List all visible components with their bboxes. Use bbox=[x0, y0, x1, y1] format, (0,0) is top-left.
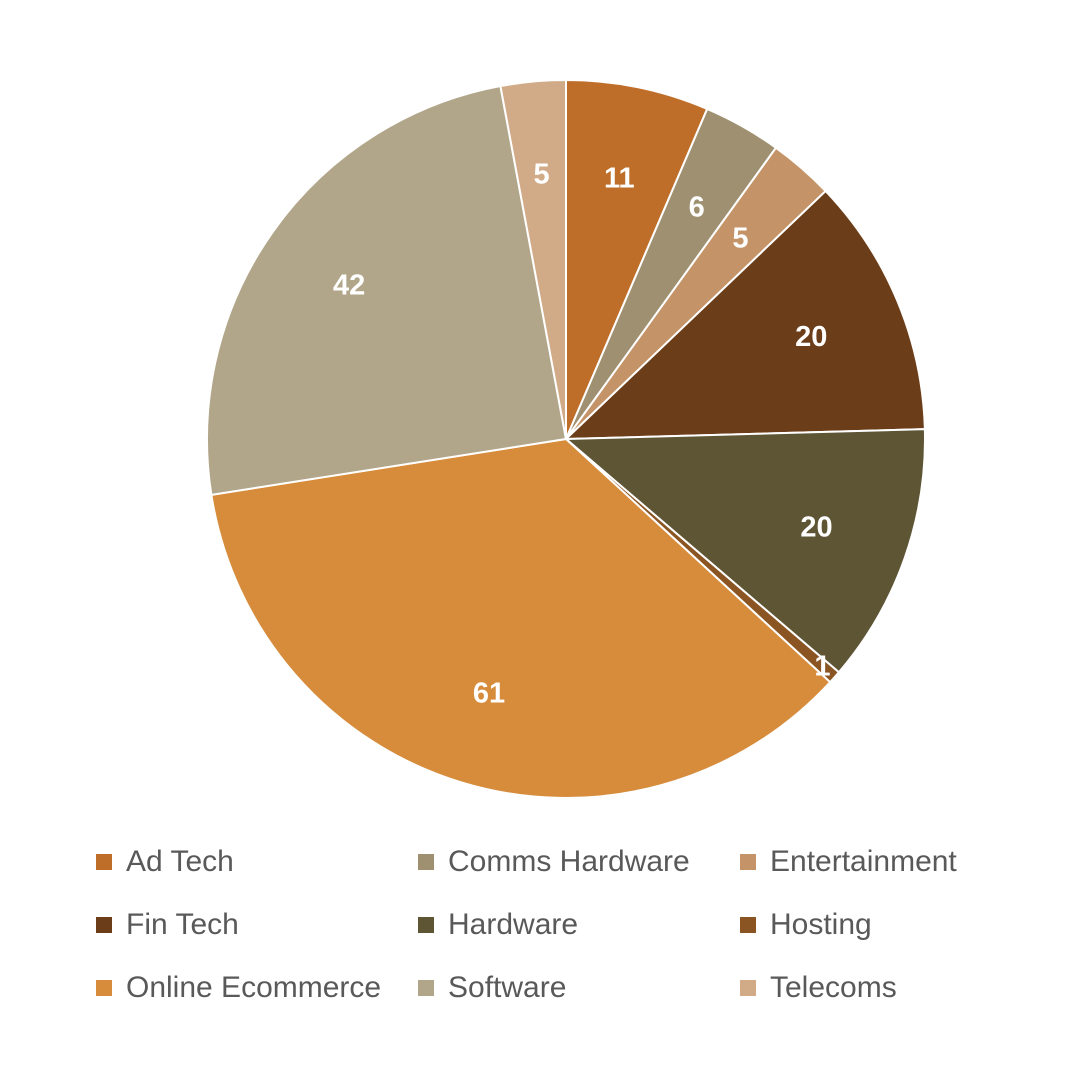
legend-swatch bbox=[96, 917, 112, 933]
legend-swatch bbox=[740, 917, 756, 933]
legend-label: Hardware bbox=[448, 908, 579, 941]
legend-item-ad-tech: Ad Tech bbox=[96, 836, 234, 888]
legend-item-hosting: Hosting bbox=[740, 899, 872, 951]
legend-item-entertainment: Entertainment bbox=[740, 836, 957, 888]
legend-swatch bbox=[96, 854, 112, 870]
legend-swatch bbox=[418, 854, 434, 870]
legend-swatch bbox=[96, 980, 112, 996]
legend-swatch bbox=[740, 980, 756, 996]
legend: Ad Tech Comms Hardware Entertainment Fin Te… bbox=[96, 836, 1036, 1036]
data-label-software: 42 bbox=[333, 270, 365, 302]
legend-label: Software bbox=[448, 971, 567, 1004]
legend-swatch bbox=[418, 980, 434, 996]
legend-label: Ad Tech bbox=[126, 845, 234, 878]
legend-swatch bbox=[418, 917, 434, 933]
data-label-hosting: 1 bbox=[814, 651, 830, 683]
legend-item-fin-tech: Fin Tech bbox=[96, 899, 239, 951]
legend-swatch bbox=[740, 854, 756, 870]
pie-slice-online-ecommerce bbox=[210, 437, 832, 799]
pie-slice-telecoms bbox=[499, 78, 567, 440]
legend-label: Online Ecommerce bbox=[126, 971, 382, 1004]
pie-slice-software bbox=[206, 84, 568, 496]
legend-label: Telecoms bbox=[770, 971, 897, 1004]
data-label-telecoms: 5 bbox=[534, 158, 550, 190]
legend-label: Hosting bbox=[770, 908, 872, 941]
data-label-online-ecommerce: 61 bbox=[473, 677, 505, 709]
legend-item-online-ecommerce: Online Ecommerce bbox=[96, 962, 381, 1014]
data-label-comms-hardware: 6 bbox=[689, 192, 705, 224]
data-label-fin-tech: 20 bbox=[795, 321, 827, 353]
legend-item-telecoms: Telecoms bbox=[740, 962, 897, 1014]
pie-slice-fin-tech bbox=[563, 189, 926, 441]
data-label-ad-tech: 11 bbox=[604, 163, 635, 195]
legend-label: Comms Hardware bbox=[448, 845, 690, 878]
data-label-entertainment: 5 bbox=[732, 223, 748, 255]
legend-item-software: Software bbox=[418, 962, 566, 1014]
legend-item-comms-hardware: Comms Hardware bbox=[418, 836, 690, 888]
legend-item-hardware: Hardware bbox=[418, 899, 578, 951]
data-label-hardware: 20 bbox=[800, 512, 832, 544]
legend-label: Fin Tech bbox=[126, 908, 239, 941]
pie-slice-ad-tech bbox=[565, 78, 709, 440]
pie-slice-hardware bbox=[563, 428, 926, 674]
legend-label: Entertainment bbox=[770, 845, 957, 878]
